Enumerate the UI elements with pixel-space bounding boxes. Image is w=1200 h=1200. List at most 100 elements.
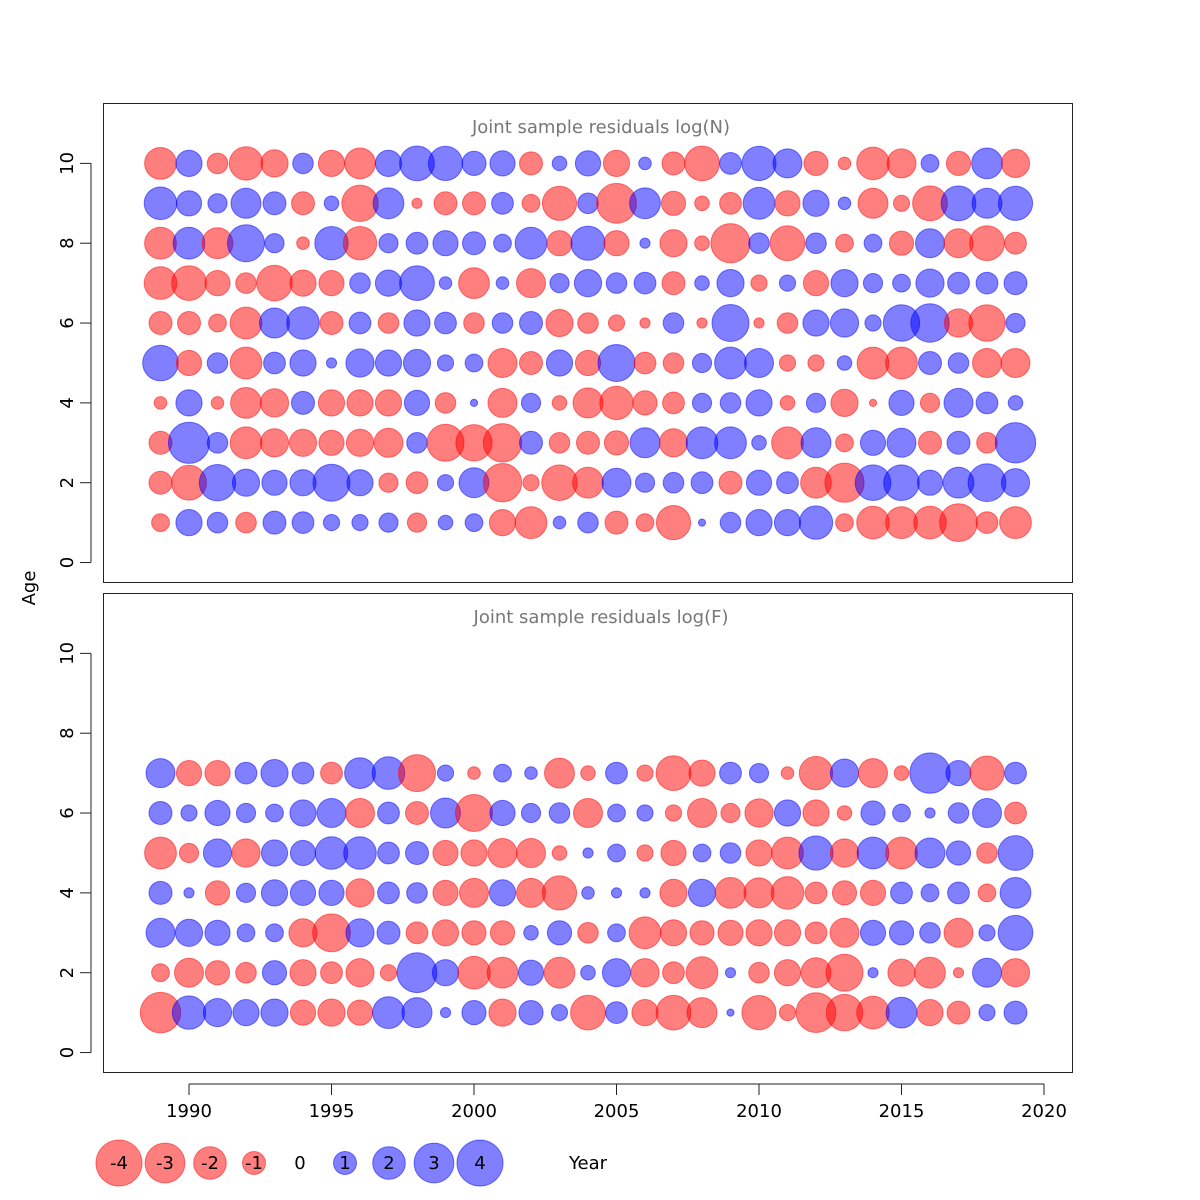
bubble-2007-age-6 [662,312,685,334]
bubble-2013-age-7 [829,758,860,788]
bubble-2005-age-2 [601,958,632,988]
y-tick-label: 2 [57,477,78,488]
bubble-1994-age-6 [289,799,317,827]
bubble-2005-age-1 [605,1001,628,1024]
bubble-2009-age-5 [719,842,742,864]
bubble-1992-age-7 [235,272,257,294]
bubble-1991-age-10 [206,152,229,175]
bubble-2008-age-7 [688,759,716,787]
bubble-2003-age-1 [552,515,567,530]
bubble-1998-age-1 [406,512,428,533]
bubble-1995-age-5 [314,836,349,870]
bubble-2007-age-7 [661,271,686,296]
bubble-2010-age-2 [745,469,773,496]
x-tick-label: 2005 [594,1101,640,1122]
bubble-2007-age-5 [662,352,685,374]
bubble-2011-age-3 [773,919,802,947]
bubble-2010-age-3 [751,435,767,451]
bubble-2001-age-6 [489,799,516,827]
bubble-1993-age-9 [262,191,287,216]
bubble-2013-age-4 [830,388,859,417]
bubble-2003-age-7 [549,273,570,294]
bubble-2010-age-5 [745,839,773,867]
bubble-2009-age-2 [718,470,743,495]
bubble-2002-age-3 [523,925,539,941]
bubble-2007-age-6 [664,804,683,822]
bubble-2014-age-5 [856,836,890,870]
bubble-1999-age-1 [439,1007,452,1019]
bubble-2012-age-10 [803,150,829,176]
legend-label: 3 [428,1153,439,1174]
panel-log-n: Joint sample residuals log(N) 0 2 4 6 8 10 [57,103,1073,583]
bubble-1999-age-4 [434,392,457,414]
bubble-1993-age-6 [259,307,290,339]
bubble-2014-age-6 [864,314,882,332]
bubble-1999-age-6 [434,311,457,335]
bubble-1996-age-1 [346,999,374,1026]
bubble-2019-age-6 [1005,312,1026,334]
bubble-2018-age-10 [971,147,1003,180]
bubble-2008-age-1 [686,997,718,1029]
bubble-1998-age-5 [402,348,432,378]
bubble-2003-age-9 [541,185,578,221]
bubble-1989-age-5 [142,344,179,382]
y-tick-label: 10 [57,642,78,665]
bubble-2008-age-7 [694,275,710,291]
bubble-2004-age-2 [572,466,604,499]
x-tick-label: 2020 [1021,1101,1067,1122]
bubble-2011-age-6 [776,312,799,334]
bubble-2010-age-10 [741,145,777,181]
bubble-2012-age-6 [802,799,830,827]
bubble-2014-age-10 [856,146,890,181]
bubble-1990-age-6 [177,311,201,335]
bubble-2008-age-1 [697,518,707,527]
bubble-2010-age-6 [753,317,765,329]
bubble-2012-age-3 [800,427,832,459]
bubble-2007-age-1 [655,994,692,1031]
bubble-2019-age-4 [1007,395,1024,411]
bubble-2019-age-7 [1003,271,1028,296]
bubble-2018-age-9 [971,187,1003,219]
bubble-2006-age-2 [630,958,660,988]
legend-label: -1 [245,1153,263,1174]
bubble-2003-age-4 [541,875,578,911]
bubble-2019-age-5 [1000,348,1031,378]
bubble-1994-age-5 [289,349,317,377]
legend-bubble [242,1151,266,1175]
bubble-2016-age-2 [914,956,946,989]
bubble-1992-age-2 [231,468,261,497]
panel-title: Joint sample residuals log(F) [473,607,729,628]
y-tick-label: 6 [57,317,78,328]
bubble-2018-age-3 [978,924,996,942]
bubble-2018-age-6 [968,304,1006,342]
bubble-2000-age-6 [455,794,493,832]
bubble-1992-age-4 [230,387,262,419]
x-tick-label: 1990 [166,1101,212,1122]
bubble-2008-age-3 [689,920,715,946]
bubble-2008-age-2 [685,956,719,990]
bubble-2002-age-4 [516,877,546,908]
bubble-2002-age-10 [519,151,543,176]
bubble-1998-age-1 [401,997,433,1029]
bubble-2015-age-2 [887,958,916,987]
bubble-1997-age-4 [374,389,403,417]
bubble-2017-age-4 [943,387,974,418]
bubble-2017-age-2 [952,967,965,979]
x-axis-label: Year [568,1153,608,1174]
bubble-1994-age-6 [286,306,320,340]
x-tick-label: 1995 [309,1101,355,1122]
bubble-1989-age-9 [143,186,178,221]
bubble-2017-age-10 [945,150,972,176]
legend-bubble [144,1142,186,1184]
y-tick-label: 0 [57,1047,78,1058]
bubble-2018-age-8 [969,225,1005,262]
bubble-2019-age-1 [999,506,1032,539]
bubble-2008-age-9 [694,195,710,212]
bubble-1996-age-8 [342,226,378,261]
bubble-2014-age-8 [863,233,883,253]
bubble-2018-age-2 [967,463,1007,503]
bubble-1996-age-4 [346,389,374,417]
bubble-2018-age-5 [976,842,998,864]
bubble-2012-age-3 [804,921,828,945]
bubble-2016-age-10 [920,154,940,173]
